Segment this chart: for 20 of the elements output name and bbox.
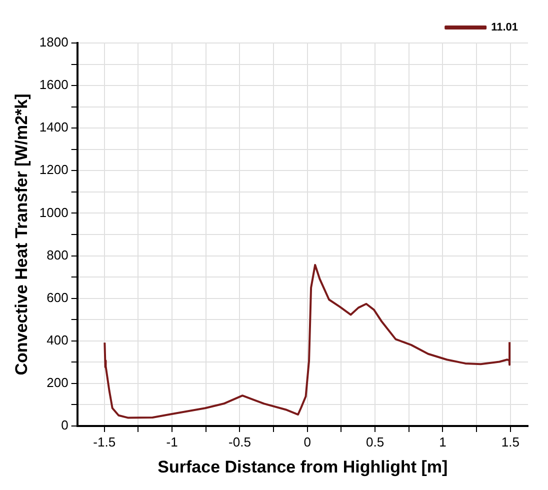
y-tick-label: 1800 (39, 34, 68, 50)
y-tick-label: 1600 (39, 77, 68, 92)
x-tick-label: 0 (304, 434, 312, 450)
legend-label: 11.01 (491, 22, 518, 34)
x-tick-label: 0.5 (366, 434, 384, 450)
y-tick-label: 1400 (39, 120, 68, 135)
y-axis-title: Convective Heat Transfer [W/m2*k] (12, 94, 31, 376)
y-tick-label: 0 (61, 418, 68, 433)
x-tick-label: -1 (166, 434, 178, 450)
y-tick-label: 1200 (39, 162, 68, 178)
x-axis-title: Surface Distance from Highlight [m] (158, 457, 448, 476)
y-tick-label: 800 (46, 247, 68, 262)
x-tick-label: 1 (439, 434, 446, 450)
y-tick-label: 200 (46, 375, 68, 390)
x-tick-label: 1.5 (501, 434, 520, 450)
y-tick-label: 1000 (39, 204, 68, 220)
x-tick-label: -1.5 (93, 434, 116, 450)
x-tick-label: -0.5 (228, 434, 251, 450)
y-tick-label: 600 (46, 290, 68, 305)
y-tick-label: 400 (46, 332, 68, 348)
